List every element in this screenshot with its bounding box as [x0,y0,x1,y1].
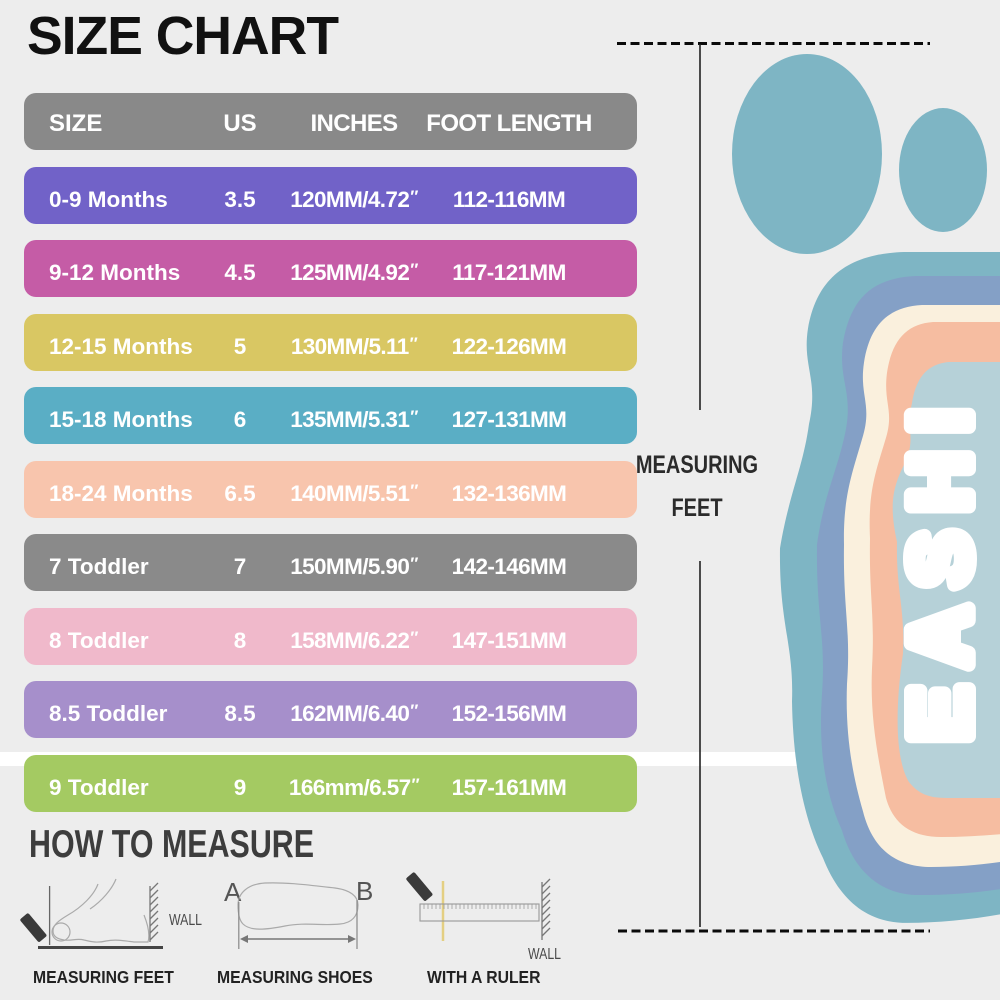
svg-text:A: A [224,877,242,907]
svg-text:WALL: WALL [169,912,202,929]
svg-text:B: B [356,876,373,906]
svg-text:EASHI: EASHI [893,390,987,742]
svg-text:WALL: WALL [528,946,561,963]
